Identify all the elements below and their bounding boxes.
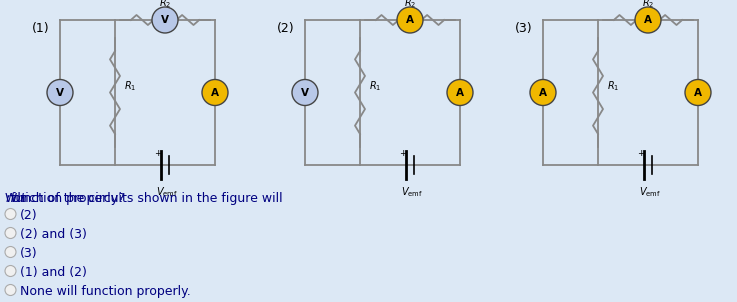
- Text: +: +: [638, 149, 645, 158]
- Ellipse shape: [152, 7, 178, 33]
- Circle shape: [5, 284, 16, 295]
- Text: (2): (2): [277, 22, 295, 35]
- Text: +: +: [154, 149, 161, 158]
- Text: $R_1$: $R_1$: [607, 80, 619, 93]
- Text: V: V: [161, 15, 169, 25]
- Text: $V_{\rm emf}$: $V_{\rm emf}$: [401, 185, 423, 199]
- Text: A: A: [539, 88, 547, 98]
- Text: None will function properly.: None will function properly.: [20, 285, 191, 298]
- Ellipse shape: [685, 79, 711, 105]
- Text: (2): (2): [20, 209, 38, 222]
- Text: function properly?: function properly?: [7, 192, 125, 205]
- Text: $V_{\rm emf}$: $V_{\rm emf}$: [156, 185, 178, 199]
- Text: $R_1$: $R_1$: [124, 80, 136, 93]
- Text: (2) and (3): (2) and (3): [20, 228, 87, 241]
- Text: A: A: [694, 88, 702, 98]
- Text: A: A: [644, 15, 652, 25]
- Circle shape: [5, 265, 16, 277]
- Text: (3): (3): [20, 247, 38, 260]
- Text: V: V: [56, 88, 64, 98]
- Ellipse shape: [635, 7, 661, 33]
- Text: (3): (3): [515, 22, 533, 35]
- Text: $R_2$: $R_2$: [642, 0, 654, 10]
- Ellipse shape: [202, 79, 228, 105]
- Ellipse shape: [447, 79, 473, 105]
- Text: A: A: [211, 88, 219, 98]
- Ellipse shape: [397, 7, 423, 33]
- Ellipse shape: [530, 79, 556, 105]
- Text: A: A: [456, 88, 464, 98]
- Text: not: not: [6, 192, 27, 205]
- Text: +: +: [399, 149, 407, 158]
- Text: Which of the circuits shown in the figure will: Which of the circuits shown in the figur…: [5, 192, 287, 205]
- Text: $R_2$: $R_2$: [404, 0, 416, 10]
- Text: $V_{\rm emf}$: $V_{\rm emf}$: [639, 185, 661, 199]
- Text: A: A: [406, 15, 414, 25]
- Circle shape: [5, 246, 16, 258]
- Text: (1) and (2): (1) and (2): [20, 266, 87, 279]
- Circle shape: [5, 227, 16, 239]
- Text: V: V: [301, 88, 309, 98]
- Text: $R_1$: $R_1$: [369, 80, 381, 93]
- Ellipse shape: [47, 79, 73, 105]
- Text: (1): (1): [32, 22, 49, 35]
- Circle shape: [5, 208, 16, 220]
- Ellipse shape: [292, 79, 318, 105]
- Text: $R_2$: $R_2$: [159, 0, 171, 10]
